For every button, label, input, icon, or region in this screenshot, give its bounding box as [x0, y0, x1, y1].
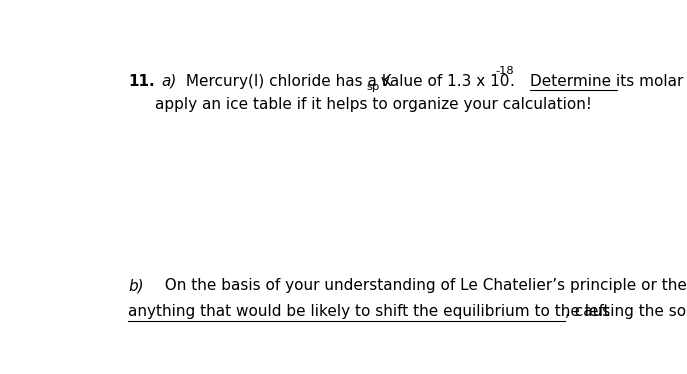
- Text: On the basis of your understanding of Le Chatelier’s principle or the Common Ion: On the basis of your understanding of Le…: [155, 278, 687, 293]
- Text: apply an ice table if it helps to organize your calculation!: apply an ice table if it helps to organi…: [155, 97, 592, 112]
- Text: Mercury(I) chloride has a K: Mercury(I) chloride has a K: [181, 74, 392, 89]
- Text: .: .: [510, 74, 525, 89]
- Text: Determine its molar solubility in water: Determine its molar solubility in water: [530, 74, 687, 89]
- Text: , causing the solubility to diminish.: , causing the solubility to diminish.: [565, 304, 687, 319]
- Text: b): b): [128, 278, 144, 293]
- Text: sp: sp: [366, 82, 379, 92]
- Text: a): a): [161, 74, 177, 89]
- Text: -18: -18: [495, 67, 514, 76]
- Text: anything that would be likely to shift the equilibrium to the left: anything that would be likely to shift t…: [128, 304, 610, 319]
- Text: value of 1.3 x 10: value of 1.3 x 10: [376, 74, 510, 89]
- Text: 11.: 11.: [128, 74, 155, 89]
